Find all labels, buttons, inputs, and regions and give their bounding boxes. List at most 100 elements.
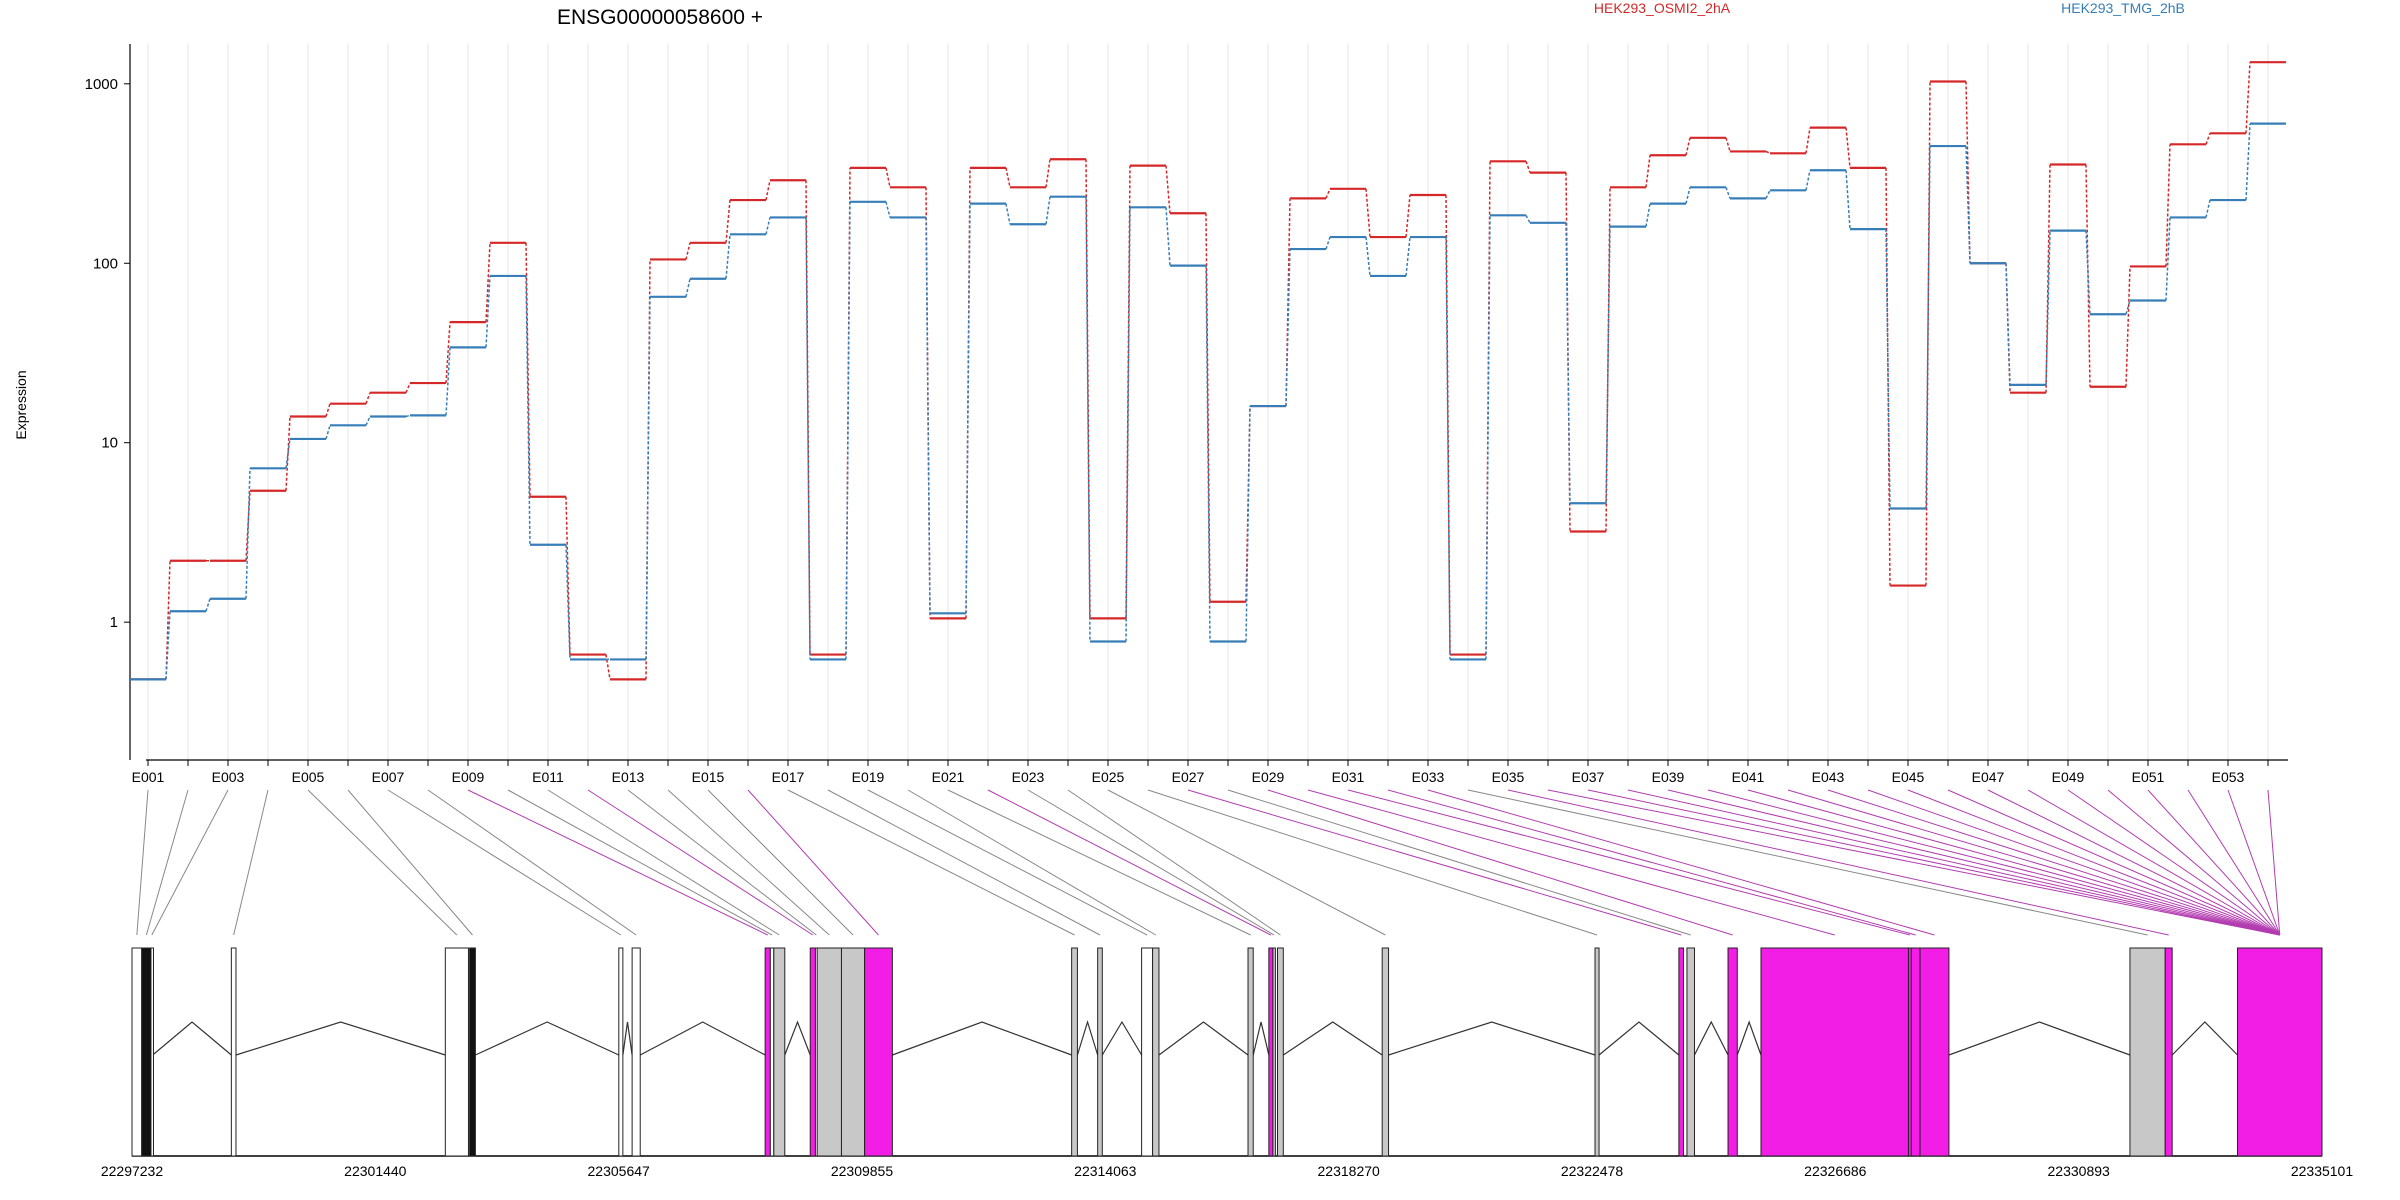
genome-tick-label: 22335101 — [2291, 1163, 2354, 1179]
series-connector — [405, 414, 411, 418]
series-connector — [1525, 161, 1531, 173]
series-connector — [925, 217, 931, 614]
exon-link — [1307, 789, 1835, 936]
exon-link — [151, 789, 229, 936]
exon-link — [667, 789, 830, 936]
exon-link — [1867, 789, 2280, 936]
series-connector — [1045, 159, 1051, 188]
x-tick-label: E037 — [1572, 769, 1605, 785]
exon-box — [773, 947, 786, 1157]
x-tick-label: E001 — [132, 769, 165, 785]
series-connector — [2125, 266, 2131, 387]
y-tick-label: 1 — [110, 614, 118, 631]
x-tick-label: E025 — [1092, 769, 1125, 785]
series-connector — [1885, 229, 1891, 509]
exon-box — [1141, 947, 1154, 1157]
x-tick-label: E005 — [292, 769, 325, 785]
exon-link — [1587, 789, 2280, 936]
series-connector — [885, 167, 891, 188]
exon-link — [387, 789, 622, 936]
series-connector — [645, 296, 651, 660]
series-connector — [325, 425, 331, 440]
intron-line — [1598, 1021, 1680, 1056]
exon-link — [1627, 789, 2280, 936]
exon-box — [131, 947, 143, 1157]
y-tick-label: 1000 — [85, 76, 118, 93]
exon-link — [1267, 789, 1733, 936]
exon-link — [707, 789, 854, 936]
series-connector — [245, 490, 251, 561]
x-tick-label: E053 — [2212, 769, 2245, 785]
x-tick-label: E023 — [1012, 769, 1045, 785]
intron-line — [152, 1021, 232, 1056]
intron-line — [235, 1021, 446, 1056]
exon-box — [469, 947, 476, 1157]
series-connector — [365, 416, 371, 426]
exon-link — [1147, 789, 1598, 936]
x-tick-label: E011 — [532, 769, 564, 785]
exon-link — [627, 789, 817, 936]
series-connector — [1645, 203, 1651, 227]
exon-link — [1387, 789, 1916, 936]
series-0 — [130, 61, 2286, 681]
series-connector — [1125, 207, 1131, 642]
exon-link — [2267, 789, 2281, 936]
series-connector — [605, 654, 611, 680]
series-connector — [1805, 127, 1811, 154]
exon-box — [1268, 947, 1274, 1157]
series-connector — [805, 180, 811, 655]
exon-link — [1107, 789, 1386, 936]
series-connector — [1765, 189, 1771, 199]
exon-link — [1707, 789, 2280, 936]
exon-box — [1247, 947, 1254, 1157]
exon-link — [2067, 789, 2281, 936]
x-tick-label: E045 — [1892, 769, 1925, 785]
exon-box — [2237, 947, 2323, 1157]
series-connector — [765, 217, 771, 235]
exon-box — [2129, 947, 2166, 1157]
series-connector — [1605, 226, 1611, 504]
exon-link — [347, 789, 473, 936]
genome-tick-label: 22309855 — [831, 1163, 894, 1179]
series-connector — [1165, 207, 1171, 266]
series-connector — [1005, 203, 1011, 225]
exon-link — [1947, 789, 2280, 936]
x-tick-label: E007 — [372, 769, 405, 785]
exon-link — [867, 789, 1148, 936]
exon-link — [1467, 789, 2148, 936]
exon-link — [1227, 789, 1691, 936]
series-connector — [205, 598, 211, 612]
genome-tick-label: 22305647 — [588, 1163, 651, 1179]
intron-line — [1693, 1020, 1729, 1056]
series-connector — [525, 242, 531, 497]
exon-link — [1787, 789, 2280, 936]
x-tick-label: E021 — [932, 769, 965, 785]
series-connector — [565, 496, 571, 655]
series-connector — [1965, 146, 1971, 264]
series-connector — [565, 544, 571, 660]
exon-box — [1727, 947, 1738, 1157]
series-connector — [1725, 137, 1731, 152]
exon-box — [816, 947, 842, 1157]
series-connector — [845, 201, 851, 660]
x-tick-label: E017 — [772, 769, 805, 785]
series-connector — [1085, 196, 1091, 642]
exon-box — [1919, 947, 1950, 1157]
exon-box — [618, 947, 624, 1157]
intron-line — [2171, 1021, 2238, 1056]
exon-link — [2147, 789, 2281, 936]
series-connector — [2245, 62, 2251, 134]
series-connector — [1525, 214, 1531, 224]
x-tick-label: E027 — [1172, 769, 1205, 785]
y-tick-label: 10 — [101, 435, 118, 452]
x-tick-label: E003 — [212, 769, 245, 785]
intron-line — [1948, 1021, 2131, 1056]
series-connector — [685, 242, 691, 260]
intron-line — [1101, 1020, 1143, 1056]
series-connector — [1685, 187, 1691, 204]
exon-link — [427, 789, 637, 936]
series-connector — [2245, 123, 2251, 201]
exon-box — [1272, 947, 1276, 1157]
legend-entry-series-b: HEK293_TMG_2hB — [2061, 0, 2185, 16]
exon-box — [1910, 947, 1921, 1157]
